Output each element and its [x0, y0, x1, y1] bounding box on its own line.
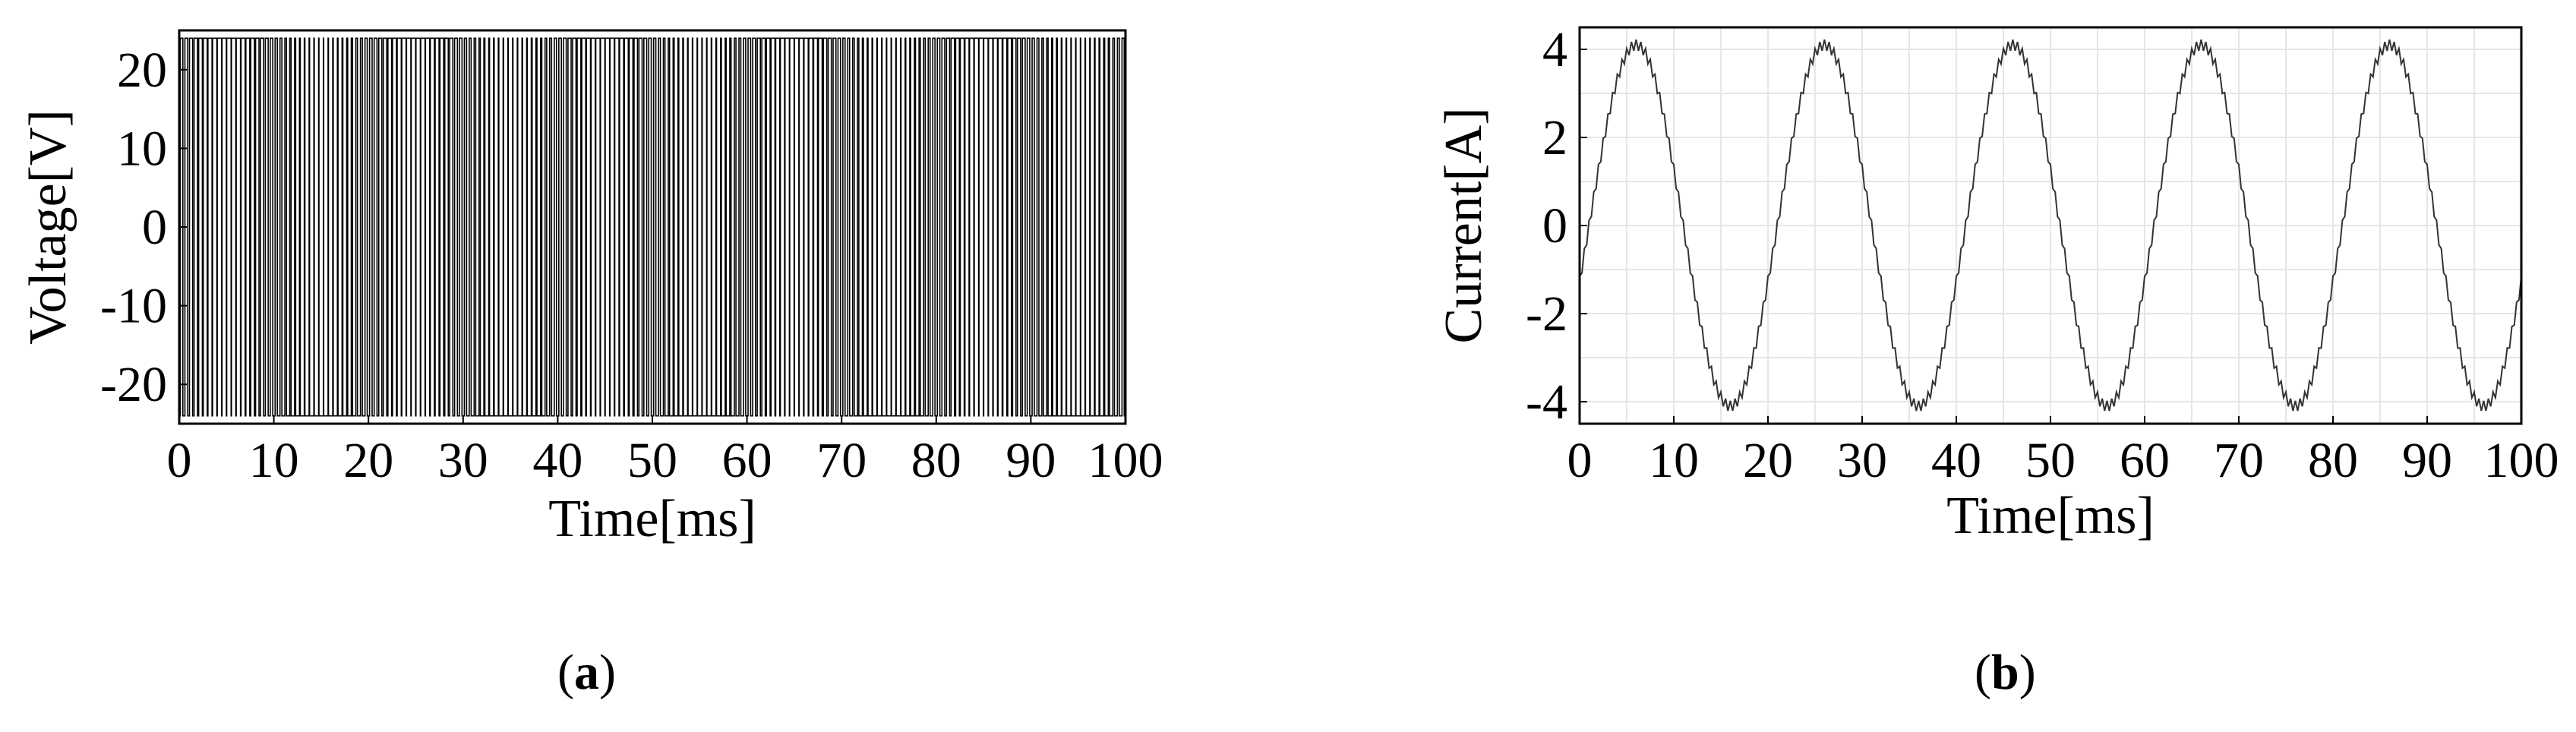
x-tick-label: 10 — [1649, 433, 1699, 488]
y-tick-label: -2 — [1526, 286, 1567, 342]
x-tick-label: 90 — [1005, 433, 1056, 488]
x-tick-label: 80 — [911, 433, 961, 488]
x-tick-label: 20 — [1743, 433, 1793, 488]
x-axis-label: Time[ms] — [548, 490, 756, 548]
current-series — [1579, 39, 2522, 412]
current-trace — [1579, 39, 2522, 412]
x-tick-label: 70 — [2214, 433, 2264, 488]
x-tick-label: 60 — [2120, 433, 2170, 488]
x-tick-label: 30 — [438, 433, 488, 488]
x-tick-label: 10 — [249, 433, 299, 488]
y-axis-label: Current[A] — [1435, 107, 1493, 343]
x-tick-label: 40 — [1931, 433, 1981, 488]
x-tick-label: 40 — [532, 433, 582, 488]
x-tick-label: 0 — [1567, 433, 1593, 488]
x-tick-label: 50 — [627, 433, 677, 488]
x-tick-label: 50 — [2025, 433, 2076, 488]
x-tick-label: 0 — [167, 433, 192, 488]
y-tick-label: -20 — [100, 357, 167, 412]
x-tick-label: 100 — [2484, 433, 2559, 488]
x-axis-label: Time[ms] — [1946, 487, 2155, 545]
grid-lines — [1579, 27, 2522, 424]
panel-caption-b: (b) — [1975, 645, 2036, 700]
voltage-series — [179, 37, 1125, 417]
y-tick-label: 20 — [117, 43, 167, 98]
x-tick-labels: 0 10 20 30 40 50 60 70 80 90 100 — [167, 416, 1163, 488]
y-tick-label: 2 — [1542, 110, 1567, 166]
x-tick-label: 60 — [722, 433, 772, 488]
y-tick-label: -10 — [100, 279, 167, 334]
y-axis-label: Voltage[V] — [19, 109, 77, 345]
y-tick-label: -4 — [1526, 374, 1567, 430]
y-tick-label: 0 — [142, 200, 167, 255]
y-tick-label: 4 — [1542, 22, 1567, 77]
chart-voltage: 0 10 20 30 40 50 60 70 80 90 100 -20 -10 0 10 20 Time[… — [19, 29, 1163, 548]
y-tick-label: 0 — [1542, 198, 1567, 254]
panel-caption-a: (a) — [557, 645, 616, 700]
x-tick-label: 70 — [816, 433, 867, 488]
y-tick-labels: -4 -2 0 2 4 — [1526, 22, 1587, 430]
x-tick-label: 30 — [1837, 433, 1887, 488]
x-tick-labels: 0 10 20 30 40 50 60 70 80 90 100 — [1567, 416, 2559, 488]
x-tick-label: 20 — [343, 433, 393, 488]
x-tick-label: 90 — [2402, 433, 2452, 488]
x-tick-label: 80 — [2308, 433, 2358, 488]
panel-letter: b — [1990, 645, 2019, 700]
panel-letter: a — [573, 645, 599, 700]
voltage-trace — [179, 37, 1125, 417]
x-tick-label: 100 — [1088, 433, 1163, 488]
y-tick-labels: -20 -10 0 10 20 — [100, 43, 187, 412]
y-tick-label: 10 — [117, 121, 167, 176]
